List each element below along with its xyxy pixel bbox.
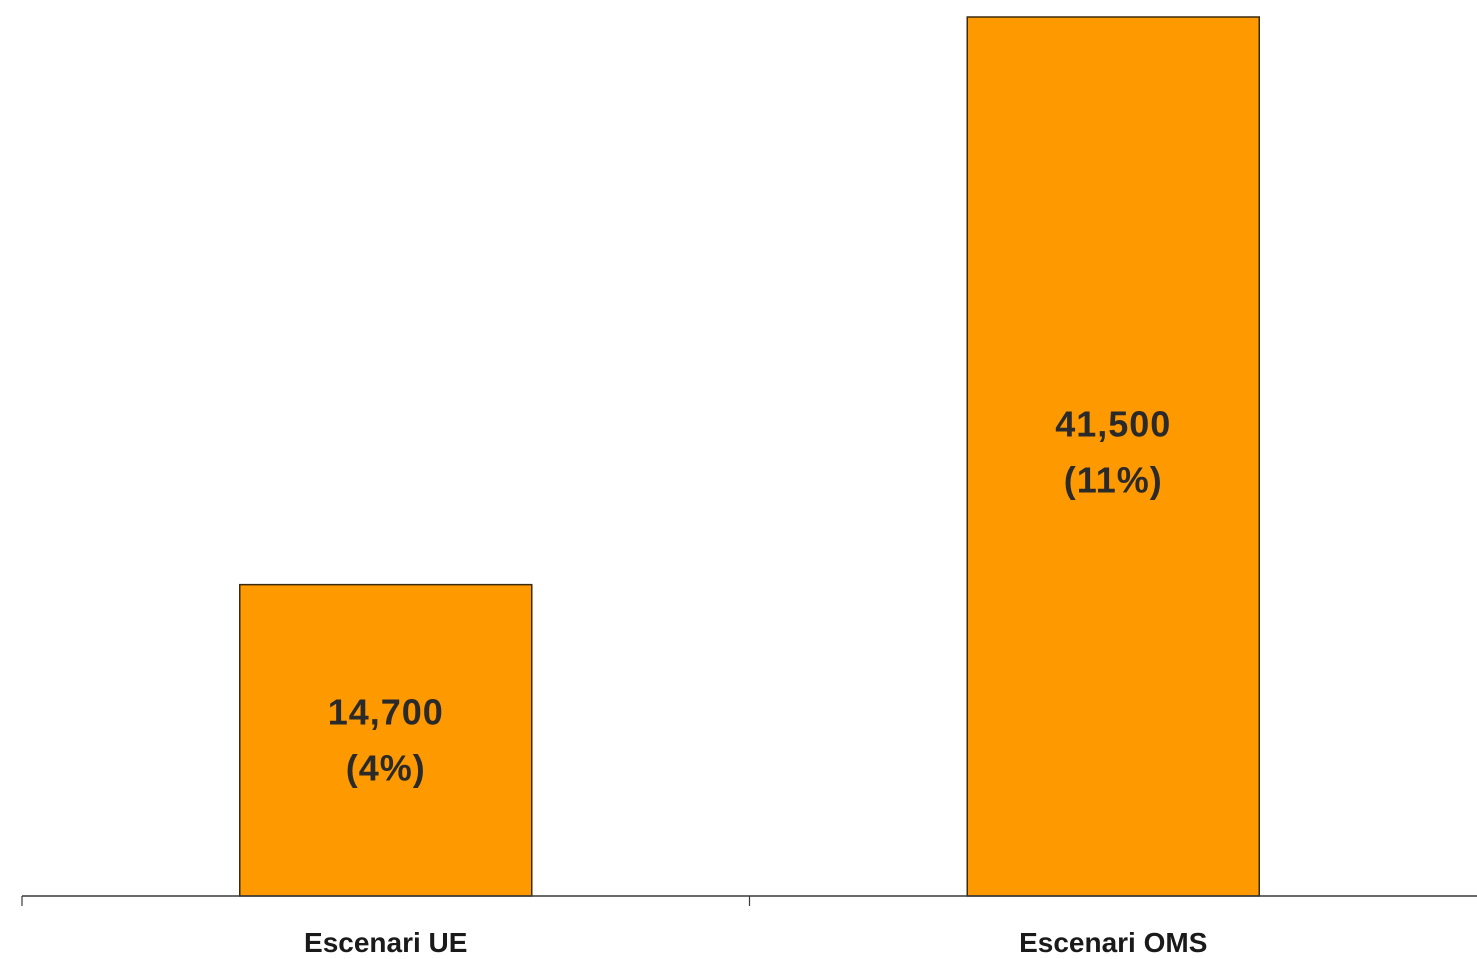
data-label-percent: (11%)	[1064, 460, 1163, 501]
x-axis	[21, 895, 1477, 906]
labels-group: 14,700 (4%) Escenari UE 41,500 (11%) Escenari…	[304, 404, 1207, 959]
bars-group	[239, 16, 1260, 897]
data-label-value: 14,700	[328, 691, 444, 732]
data-label-percent: (4%)	[346, 747, 426, 788]
x-tick-label: Escenari OMS	[1019, 927, 1207, 958]
x-tick-label: Escenari UE	[304, 927, 467, 958]
bar-escenari-ue	[239, 583, 533, 897]
bar-escenari-oms	[966, 16, 1260, 897]
data-label-value: 41,500	[1055, 404, 1171, 445]
